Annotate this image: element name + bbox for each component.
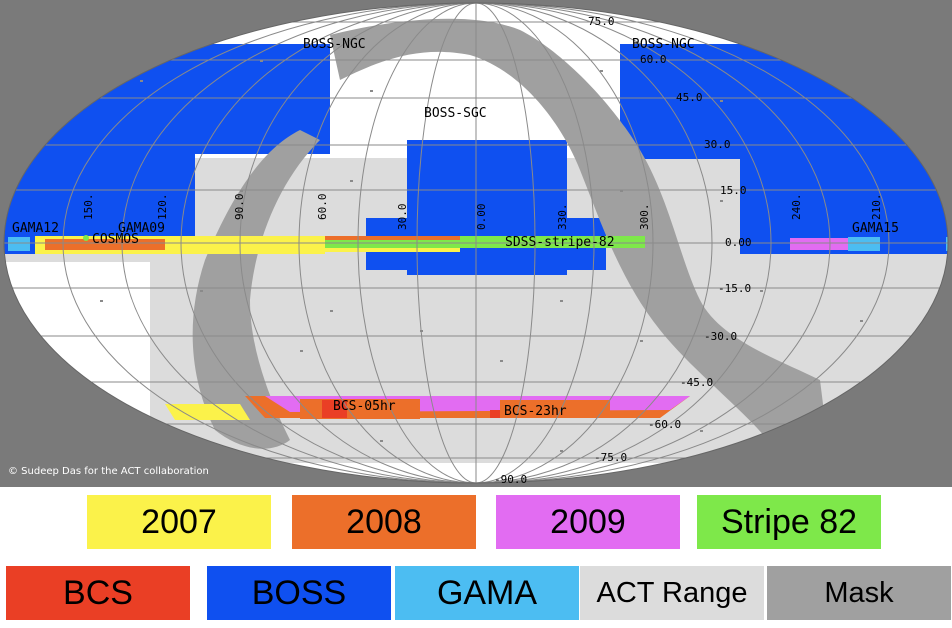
- dec-label: 45.0: [676, 91, 703, 104]
- gama12-region: [8, 237, 30, 251]
- legend-row-2: BCS BOSS GAMA ACT Range Mask: [0, 566, 952, 622]
- galactic-mask-north: [330, 18, 830, 471]
- legend-label: ACT Range: [596, 576, 748, 609]
- legend-label: Stripe 82: [720, 502, 858, 541]
- ra-label: 210.: [870, 194, 883, 221]
- legend-label: Mask: [824, 576, 894, 609]
- label-cosmos: COSMOS: [92, 232, 139, 247]
- ra-label: 30.0: [396, 204, 409, 231]
- dec-label: -60.0: [648, 418, 681, 431]
- map-outline: [3, 2, 949, 484]
- legend-item-gama: GAMA: [395, 566, 579, 620]
- act-2008-stripe-top: [325, 236, 460, 240]
- act-2008-equatorial: [45, 239, 165, 250]
- point-source-mask: [100, 60, 863, 452]
- label-boss-ngc-left: BOSS-NGC: [303, 37, 366, 52]
- legend-label: 2009: [550, 502, 626, 541]
- ra-label: 90.0: [233, 194, 246, 221]
- legend-item-2009: 2009: [496, 495, 680, 549]
- act-2008-south-right: [500, 400, 610, 418]
- bcs-23hr-region: [490, 410, 504, 418]
- label-sdss-stripe-82: SDSS-stripe-82: [505, 235, 615, 250]
- ra-label: 0.00: [475, 204, 488, 231]
- dec-label: -90.0: [494, 473, 527, 486]
- act-2009-equatorial: [790, 238, 850, 250]
- legend-item-act-range: ACT Range: [580, 566, 764, 620]
- legend-item-2008: 2008: [292, 495, 476, 549]
- dec-label: 30.0: [704, 138, 731, 151]
- label-bcs-05hr: BCS-05hr: [333, 399, 396, 414]
- dec-label: -30.0: [704, 330, 737, 343]
- gama15-region: [848, 237, 880, 251]
- gama-edge-region: [946, 237, 948, 251]
- ra-label: 240.: [790, 194, 803, 221]
- cosmos-marker: [83, 235, 89, 241]
- legend-label: 2007: [141, 502, 217, 541]
- dec-label: 60.0: [640, 53, 667, 66]
- label-gama15: GAMA15: [852, 221, 899, 236]
- label-gama12: GAMA12: [12, 221, 59, 236]
- legend-label: 2008: [346, 502, 422, 541]
- act-2007-south: [165, 404, 250, 420]
- dec-label: 75.0: [588, 15, 615, 28]
- ra-label: 60.0: [316, 194, 329, 221]
- bcs-05hr-region: [322, 400, 347, 418]
- legend-row-1: 2007 2008 2009 Stripe 82: [0, 495, 952, 551]
- credit-text: © Sudeep Das for the ACT collaboration: [8, 466, 209, 477]
- ra-label: 120.: [156, 194, 169, 221]
- legend-item-boss: BOSS: [207, 566, 391, 620]
- ra-label: 150.: [82, 194, 95, 221]
- legend-label: BCS: [63, 573, 133, 612]
- legend-label: BOSS: [251, 573, 347, 612]
- ra-label: 330.: [556, 204, 569, 231]
- label-boss-sgc: BOSS-SGC: [424, 106, 487, 121]
- label-boss-ngc-right: BOSS-NGC: [632, 37, 695, 52]
- act-2007-stripe-bottom: [325, 248, 460, 252]
- label-gama09: GAMA09: [118, 221, 165, 236]
- legend-item-mask: Mask: [767, 566, 951, 620]
- legend-item-stripe82: Stripe 82: [697, 495, 881, 549]
- dec-label: 0.00: [725, 236, 752, 249]
- legend-label: GAMA: [436, 573, 538, 612]
- dec-label: -15.0: [718, 282, 751, 295]
- legend-item-bcs: BCS: [6, 566, 190, 620]
- sky-map: BOSS-NGC BOSS-NGC BOSS-SGC GAMA12 GAMA09…: [0, 0, 952, 487]
- dec-label: -75.0: [594, 451, 627, 464]
- dec-label: -45.0: [680, 376, 713, 389]
- dec-label: 15.0: [720, 184, 747, 197]
- ra-label: 300.: [638, 204, 651, 231]
- label-bcs-23hr: BCS-23hr: [504, 404, 567, 419]
- legend-item-2007: 2007: [87, 495, 271, 549]
